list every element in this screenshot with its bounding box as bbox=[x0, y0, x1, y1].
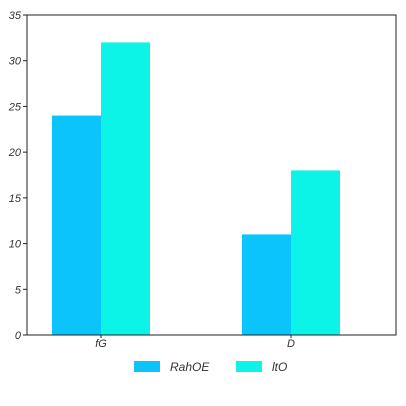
legend: RahOE ltO bbox=[134, 360, 287, 374]
y-tick-label: 30 bbox=[9, 56, 22, 68]
bar-RahOE-D bbox=[242, 234, 291, 335]
bars-layer bbox=[52, 42, 340, 336]
y-axis: 0 5 10 15 20 25 30 35 bbox=[8, 10, 27, 342]
y-tick-label: 10 bbox=[9, 239, 22, 251]
bar-ltO-fG bbox=[101, 42, 150, 336]
x-tick-label: D bbox=[287, 338, 295, 350]
bar-RahOE-fG bbox=[52, 115, 101, 335]
y-tick-label: 15 bbox=[9, 193, 22, 205]
y-tick-label: 35 bbox=[9, 10, 22, 22]
y-tick-label: 20 bbox=[8, 147, 22, 159]
plot-frame bbox=[26, 14, 397, 336]
y-tick-label: 0 bbox=[15, 330, 22, 342]
bar-ltO-D bbox=[291, 170, 340, 335]
y-tick-label: 5 bbox=[15, 284, 22, 296]
legend-swatch bbox=[134, 361, 160, 372]
x-tick-label: fG bbox=[95, 338, 107, 350]
legend-label: ltO bbox=[272, 360, 287, 374]
y-tick-label: 25 bbox=[8, 101, 22, 113]
legend-label: RahOE bbox=[170, 360, 210, 374]
x-axis: fG D bbox=[95, 335, 295, 350]
legend-swatch bbox=[236, 361, 262, 372]
